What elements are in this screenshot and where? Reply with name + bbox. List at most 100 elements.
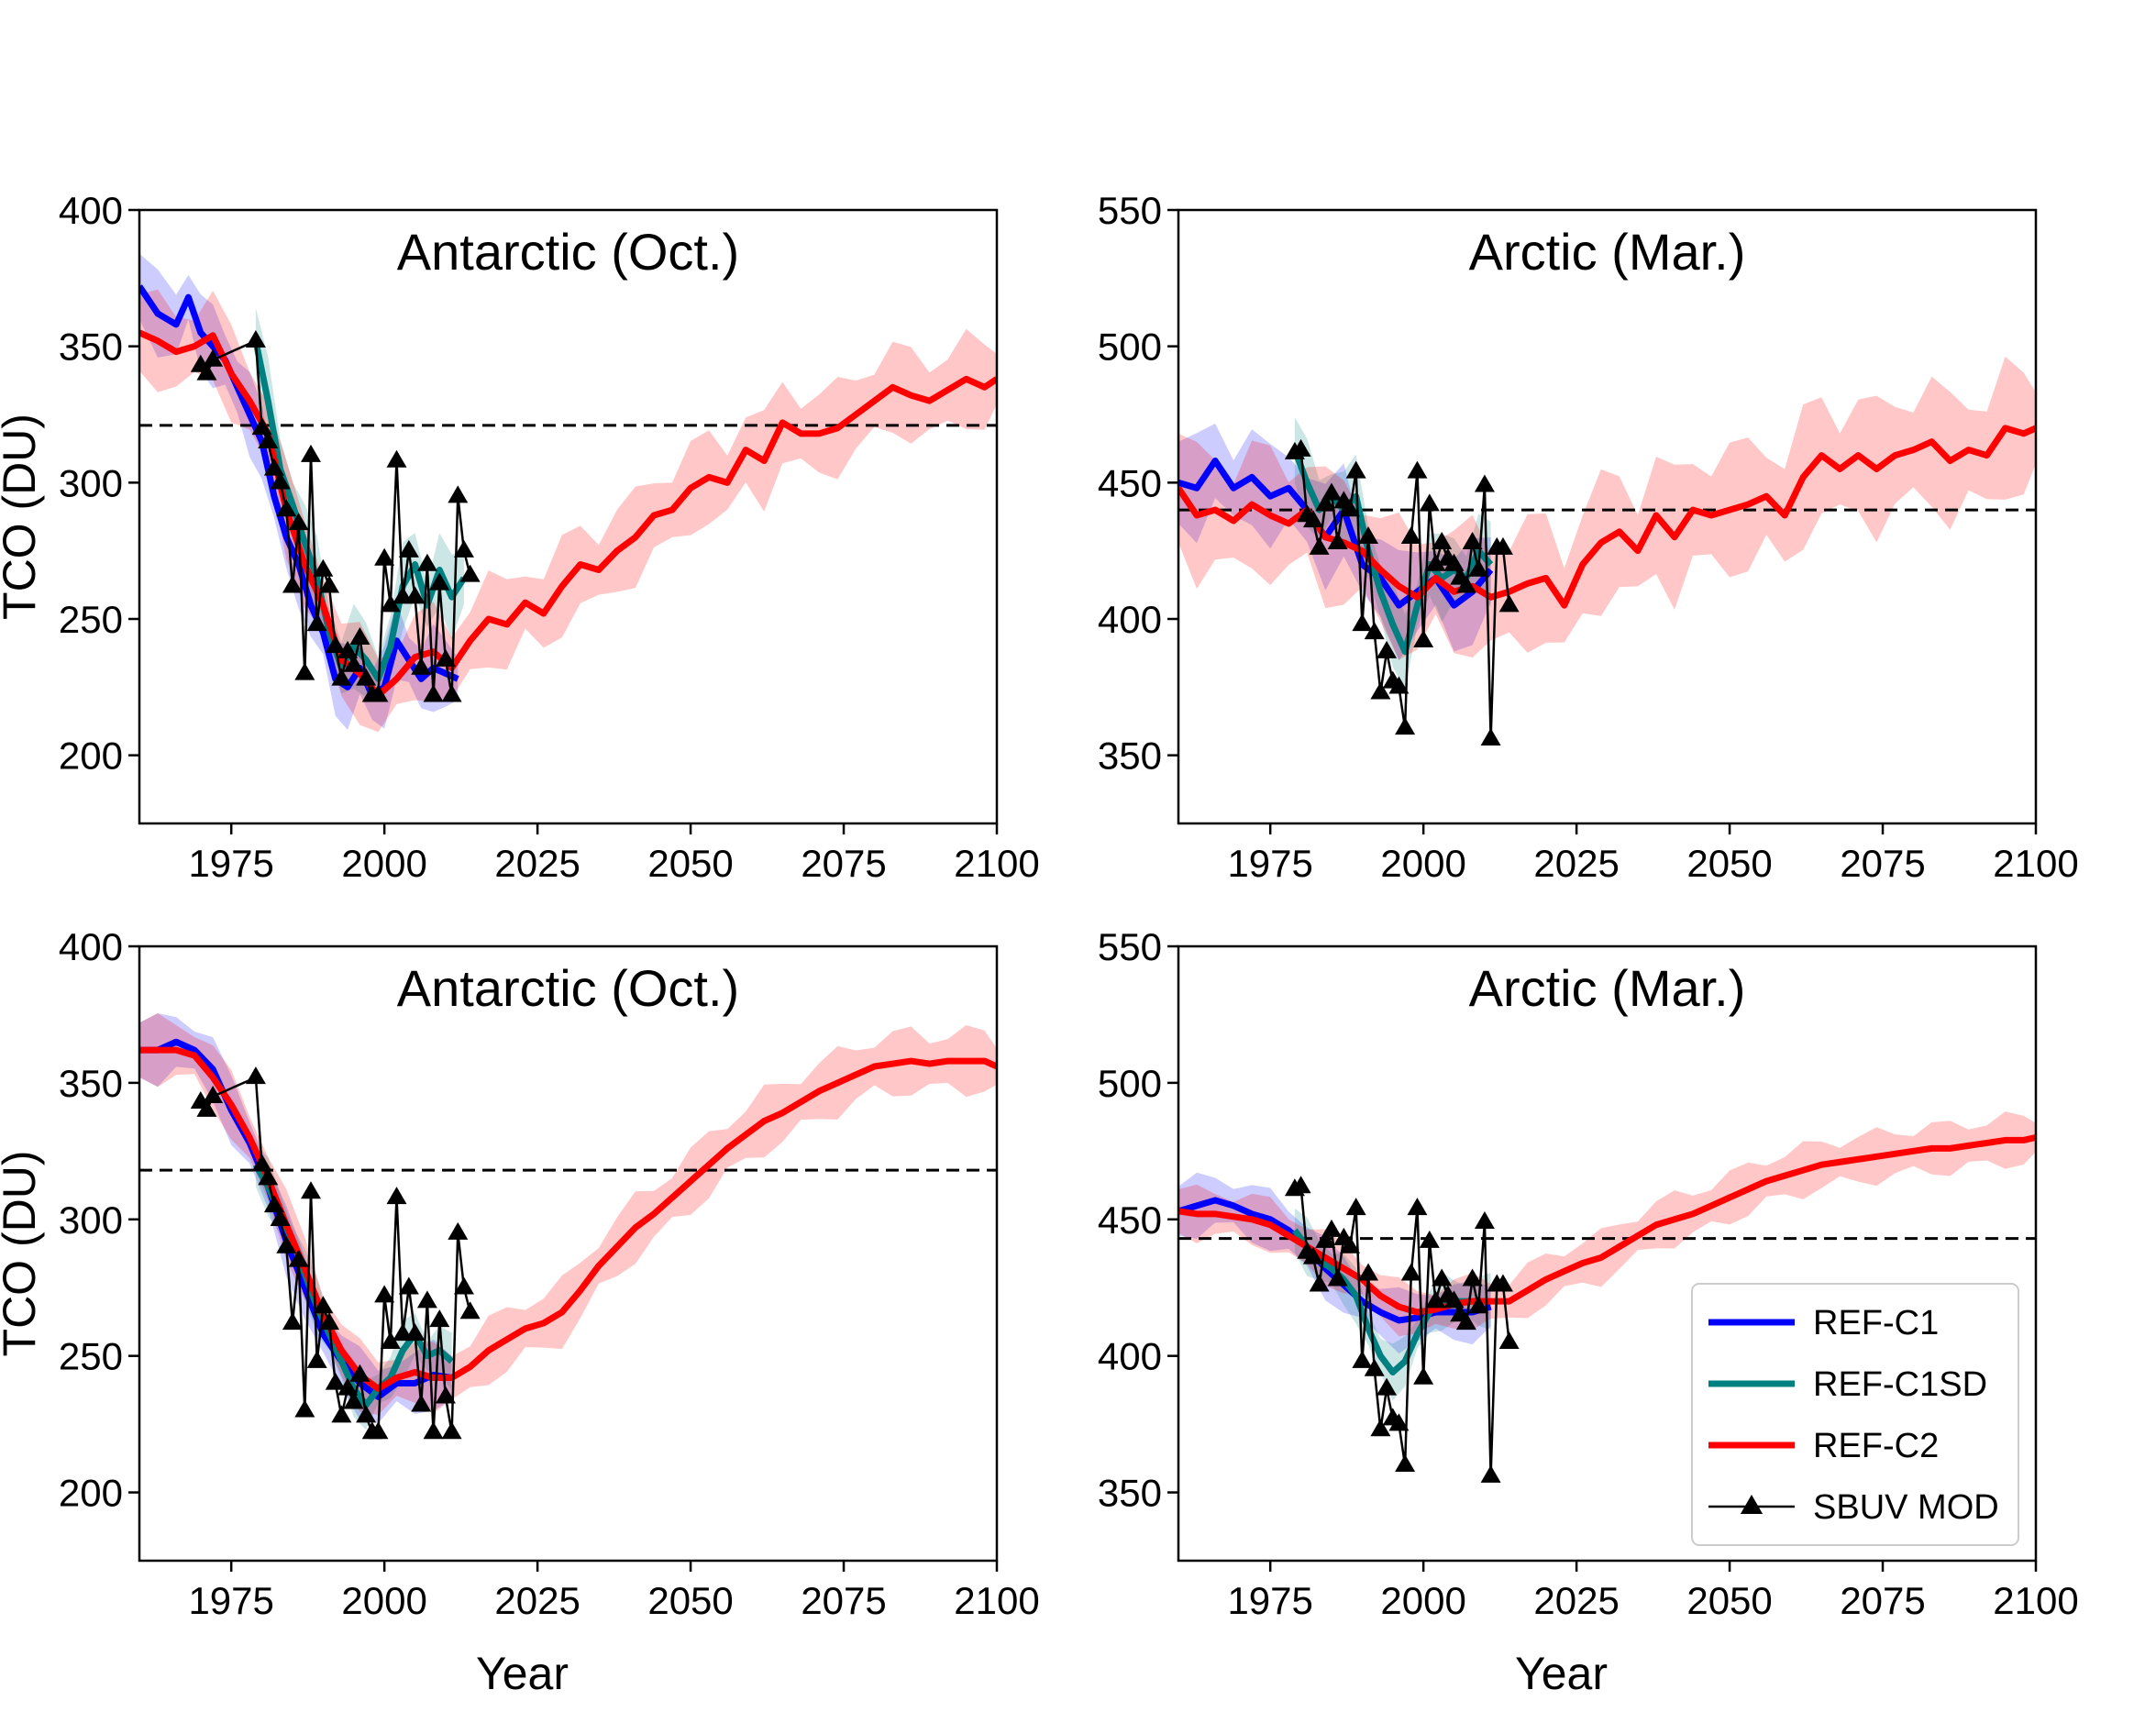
sbuv-mod-point <box>453 1276 474 1295</box>
y-tick-label: 550 <box>1098 189 1162 232</box>
sbuv-mod-point <box>203 348 224 367</box>
sbuv-mod-point <box>313 558 334 577</box>
sbuv-mod-point <box>1340 499 1360 517</box>
sbuv-mod-point <box>325 1372 346 1390</box>
sbuv-mod-point <box>1364 622 1385 640</box>
sbuv-mod-point <box>374 547 395 566</box>
y-tick-label: 350 <box>59 1062 123 1105</box>
sbuv-mod-point <box>349 627 370 646</box>
sbuv-mod-point <box>294 1399 315 1418</box>
sbuv-mod-point <box>196 1099 217 1117</box>
sbuv-mod-point <box>1327 531 1348 549</box>
x-tick-label: 1975 <box>1227 842 1312 885</box>
sbuv-mod-point <box>1309 1274 1330 1292</box>
sbuv-mod-point <box>398 1276 419 1295</box>
sbuv-mod-point <box>429 572 450 591</box>
sbuv-mod-point <box>1395 717 1416 735</box>
sbuv-mod-point <box>1468 558 1489 577</box>
sbuv-mod-point <box>343 1391 364 1409</box>
band-ref-c1sd <box>1294 416 1491 690</box>
sbuv-mod-point <box>423 1421 444 1440</box>
y-tick-label: 250 <box>59 1335 123 1378</box>
sbuv-mod-point <box>1309 536 1330 555</box>
sbuv-mod-point <box>380 594 401 613</box>
sbuv-mod-point <box>306 1350 327 1368</box>
band-ref-c1sd <box>1294 1208 1491 1401</box>
axes-frame <box>1177 944 2038 1563</box>
sbuv-mod-point <box>331 668 352 686</box>
sbuv-mod-point <box>1492 1274 1513 1292</box>
x-tick-label: 2025 <box>494 1579 580 1622</box>
x-tick-label: 2050 <box>1686 842 1772 885</box>
sbuv-mod-point <box>1388 1413 1410 1431</box>
x-tick-label: 2075 <box>801 842 886 885</box>
x-tick-label: 2100 <box>954 842 1039 885</box>
sbuv-mod-point <box>441 684 462 702</box>
panel-bottom-left: 1975 2000 2025 2050 2075 2100 200 250 300 350 400 A… <box>0 925 1040 1699</box>
band-ref-c1 <box>139 253 459 730</box>
sbuv-mod-point <box>1345 1198 1366 1216</box>
sbuv-mod-point <box>276 1235 297 1254</box>
y-tick-label: 400 <box>59 189 123 232</box>
sbuv-mod-point <box>368 684 389 702</box>
sbuv-mod-point <box>313 1296 334 1314</box>
panel-top-left: 1975 2000 2025 2050 2075 2100 200 250 300 350 400 A… <box>0 189 1040 885</box>
sbuv-mod-point <box>245 1066 266 1085</box>
sbuv-mod-point <box>331 1405 352 1423</box>
sbuv-mod-point <box>398 539 419 558</box>
x-tick-label: 2050 <box>647 842 733 885</box>
panel-title: Antarctic (Oct.) <box>397 223 739 281</box>
y-tick-label: 250 <box>59 598 123 641</box>
sbuv-mod-point <box>196 362 217 381</box>
sbuv-mod-point <box>337 1377 359 1396</box>
sbuv-mod-point <box>441 1421 462 1440</box>
sbuv-mod-point <box>288 513 309 531</box>
legend-item-ref-c1: REF-C1 <box>1708 1304 1939 1342</box>
plot-area <box>139 1013 997 1440</box>
sbuv-mod-point <box>1395 1453 1416 1472</box>
x-tick-label: 2025 <box>494 842 580 885</box>
sbuv-mod-point <box>203 1085 224 1103</box>
legend-item-ref-c2: REF-C2 <box>1708 1427 1939 1465</box>
sbuv-mod-point <box>416 1290 437 1309</box>
sbuv-mod-point <box>435 1386 456 1404</box>
sbuv-mod-point <box>380 1331 401 1349</box>
sbuv-mod-point <box>288 1249 309 1267</box>
sbuv-mod-point <box>294 662 315 680</box>
sbuv-mod-point <box>1407 460 1428 479</box>
sbuv-mod-point <box>1327 1268 1348 1287</box>
sbuv-mod-point <box>416 553 437 571</box>
sbuv-mod-point <box>1413 1366 1434 1385</box>
legend-label: REF-C1 <box>1813 1304 1939 1342</box>
y-tick-label: 500 <box>1098 1062 1162 1105</box>
panel-title: Arctic (Mar.) <box>1469 223 1746 281</box>
y-axis-label: TCO (DU) <box>0 1151 45 1357</box>
sbuv-mod-point <box>1358 1263 1379 1281</box>
sbuv-mod-point <box>411 657 432 675</box>
sbuv-mod-point <box>245 329 266 348</box>
sbuv-mod-point <box>386 449 407 468</box>
sbuv-mod-point <box>356 1405 377 1423</box>
sbuv-mod-point <box>459 564 481 582</box>
sbuv-mod-point <box>282 1312 303 1331</box>
x-tick-label: 2050 <box>1686 1579 1772 1622</box>
sbuv-mod-point <box>337 640 359 658</box>
x-axis-label: Year <box>476 1648 569 1699</box>
sbuv-mod-point <box>356 668 377 686</box>
sbuv-mod-point <box>404 1323 426 1342</box>
sbuv-mod-point <box>1377 640 1398 658</box>
x-tick-label: 2025 <box>1533 842 1619 885</box>
sbuv-mod-point <box>319 575 340 593</box>
sbuv-mod-point <box>270 1208 291 1226</box>
sbuv-mod-point <box>1321 1219 1342 1237</box>
sbuv-mod-point <box>1425 553 1446 571</box>
sbuv-mod-point <box>1388 676 1410 694</box>
x-tick-label: 2100 <box>1993 1579 2078 1622</box>
axes-frame <box>138 944 999 1563</box>
axes-frame <box>138 208 999 825</box>
y-tick-label: 200 <box>59 734 123 778</box>
sbuv-mod-point <box>263 458 284 476</box>
sbuv-mod-point <box>1400 1263 1421 1281</box>
sbuv-mod-point <box>1432 531 1453 549</box>
sbuv-mod-point <box>1290 438 1311 457</box>
